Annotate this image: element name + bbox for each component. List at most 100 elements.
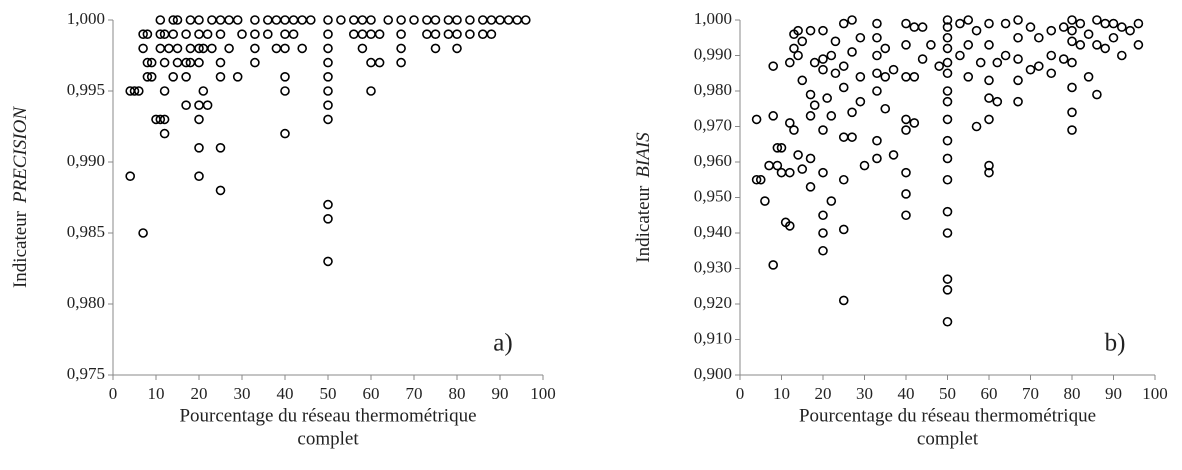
point	[942, 68, 953, 79]
point	[194, 29, 204, 40]
point	[215, 57, 226, 68]
point	[901, 114, 911, 125]
point	[323, 86, 333, 96]
point	[443, 15, 454, 25]
point	[159, 57, 170, 68]
point	[194, 15, 204, 25]
point	[784, 118, 795, 128]
point	[194, 171, 204, 181]
point	[159, 114, 170, 125]
point	[784, 167, 795, 178]
point	[181, 29, 191, 40]
point	[942, 228, 953, 238]
point	[942, 174, 953, 185]
point	[847, 107, 857, 118]
point	[1100, 43, 1110, 54]
point	[942, 114, 953, 125]
point	[992, 57, 1003, 68]
point	[224, 15, 234, 25]
point	[142, 72, 153, 82]
point	[984, 114, 994, 125]
x-tick-label: 90	[492, 384, 509, 403]
point	[1058, 54, 1069, 64]
point	[901, 125, 911, 135]
point	[751, 174, 762, 185]
x-tick-label: 30	[234, 384, 251, 403]
point	[942, 153, 953, 164]
point	[323, 214, 333, 224]
point	[818, 245, 828, 256]
point	[1034, 61, 1044, 71]
point	[452, 15, 462, 25]
point	[409, 15, 419, 25]
x-tick-label: 70	[406, 384, 423, 403]
point	[280, 72, 290, 82]
point	[942, 32, 953, 43]
point	[477, 29, 488, 40]
x-tick-label: 60	[981, 384, 998, 403]
point	[142, 29, 153, 40]
x-axis-label: Pourcentage du réseau thermométrique	[799, 405, 1096, 426]
point	[855, 32, 866, 43]
point	[1067, 25, 1077, 36]
point	[909, 118, 920, 128]
point	[797, 164, 808, 174]
y-tick-label: 0,990	[67, 151, 105, 170]
x-tick-label: 20	[815, 384, 832, 403]
point	[963, 15, 974, 25]
point	[942, 96, 953, 107]
point	[215, 72, 226, 82]
point	[288, 15, 299, 25]
point	[776, 167, 787, 178]
point	[396, 57, 406, 68]
point	[838, 18, 849, 29]
point	[992, 96, 1003, 107]
y-tick-label: 0,930	[694, 257, 732, 276]
point	[838, 224, 849, 235]
point	[323, 256, 333, 267]
point	[250, 43, 260, 54]
point	[1133, 40, 1144, 50]
point	[305, 15, 316, 25]
point	[323, 57, 333, 68]
point	[172, 15, 183, 25]
x-tick-label: 90	[1105, 384, 1122, 403]
y-axis-label: Indicateur BIAIS	[633, 132, 654, 263]
point	[129, 86, 140, 96]
point	[185, 43, 196, 54]
point	[872, 18, 882, 29]
point	[366, 29, 376, 40]
x-tick-label: 80	[1064, 384, 1081, 403]
point	[942, 57, 953, 68]
point	[194, 57, 204, 68]
point	[838, 295, 849, 306]
point	[872, 135, 882, 146]
point	[262, 29, 273, 40]
point	[146, 72, 157, 82]
point	[280, 29, 290, 40]
point	[1025, 22, 1036, 32]
point	[917, 22, 928, 32]
x-tick-label: 60	[363, 384, 380, 403]
point	[1067, 82, 1077, 93]
y-tick-label: 0,960	[694, 151, 732, 170]
point	[202, 29, 213, 40]
point	[366, 86, 376, 96]
point	[207, 43, 217, 54]
point	[155, 114, 166, 125]
x-tick-label: 0	[736, 384, 745, 403]
point	[818, 210, 828, 221]
point	[323, 43, 333, 54]
annotation: b)	[1105, 330, 1126, 357]
point	[768, 111, 779, 121]
point	[1058, 22, 1069, 32]
point	[822, 93, 832, 103]
point	[1108, 32, 1119, 43]
point	[984, 93, 994, 103]
point	[383, 15, 394, 25]
point	[1092, 89, 1102, 100]
x-tick-label: 10	[148, 384, 165, 403]
point	[443, 29, 454, 40]
x-axis-label: complet	[917, 428, 979, 449]
y-axis-label-text: Indicateur	[10, 210, 31, 288]
